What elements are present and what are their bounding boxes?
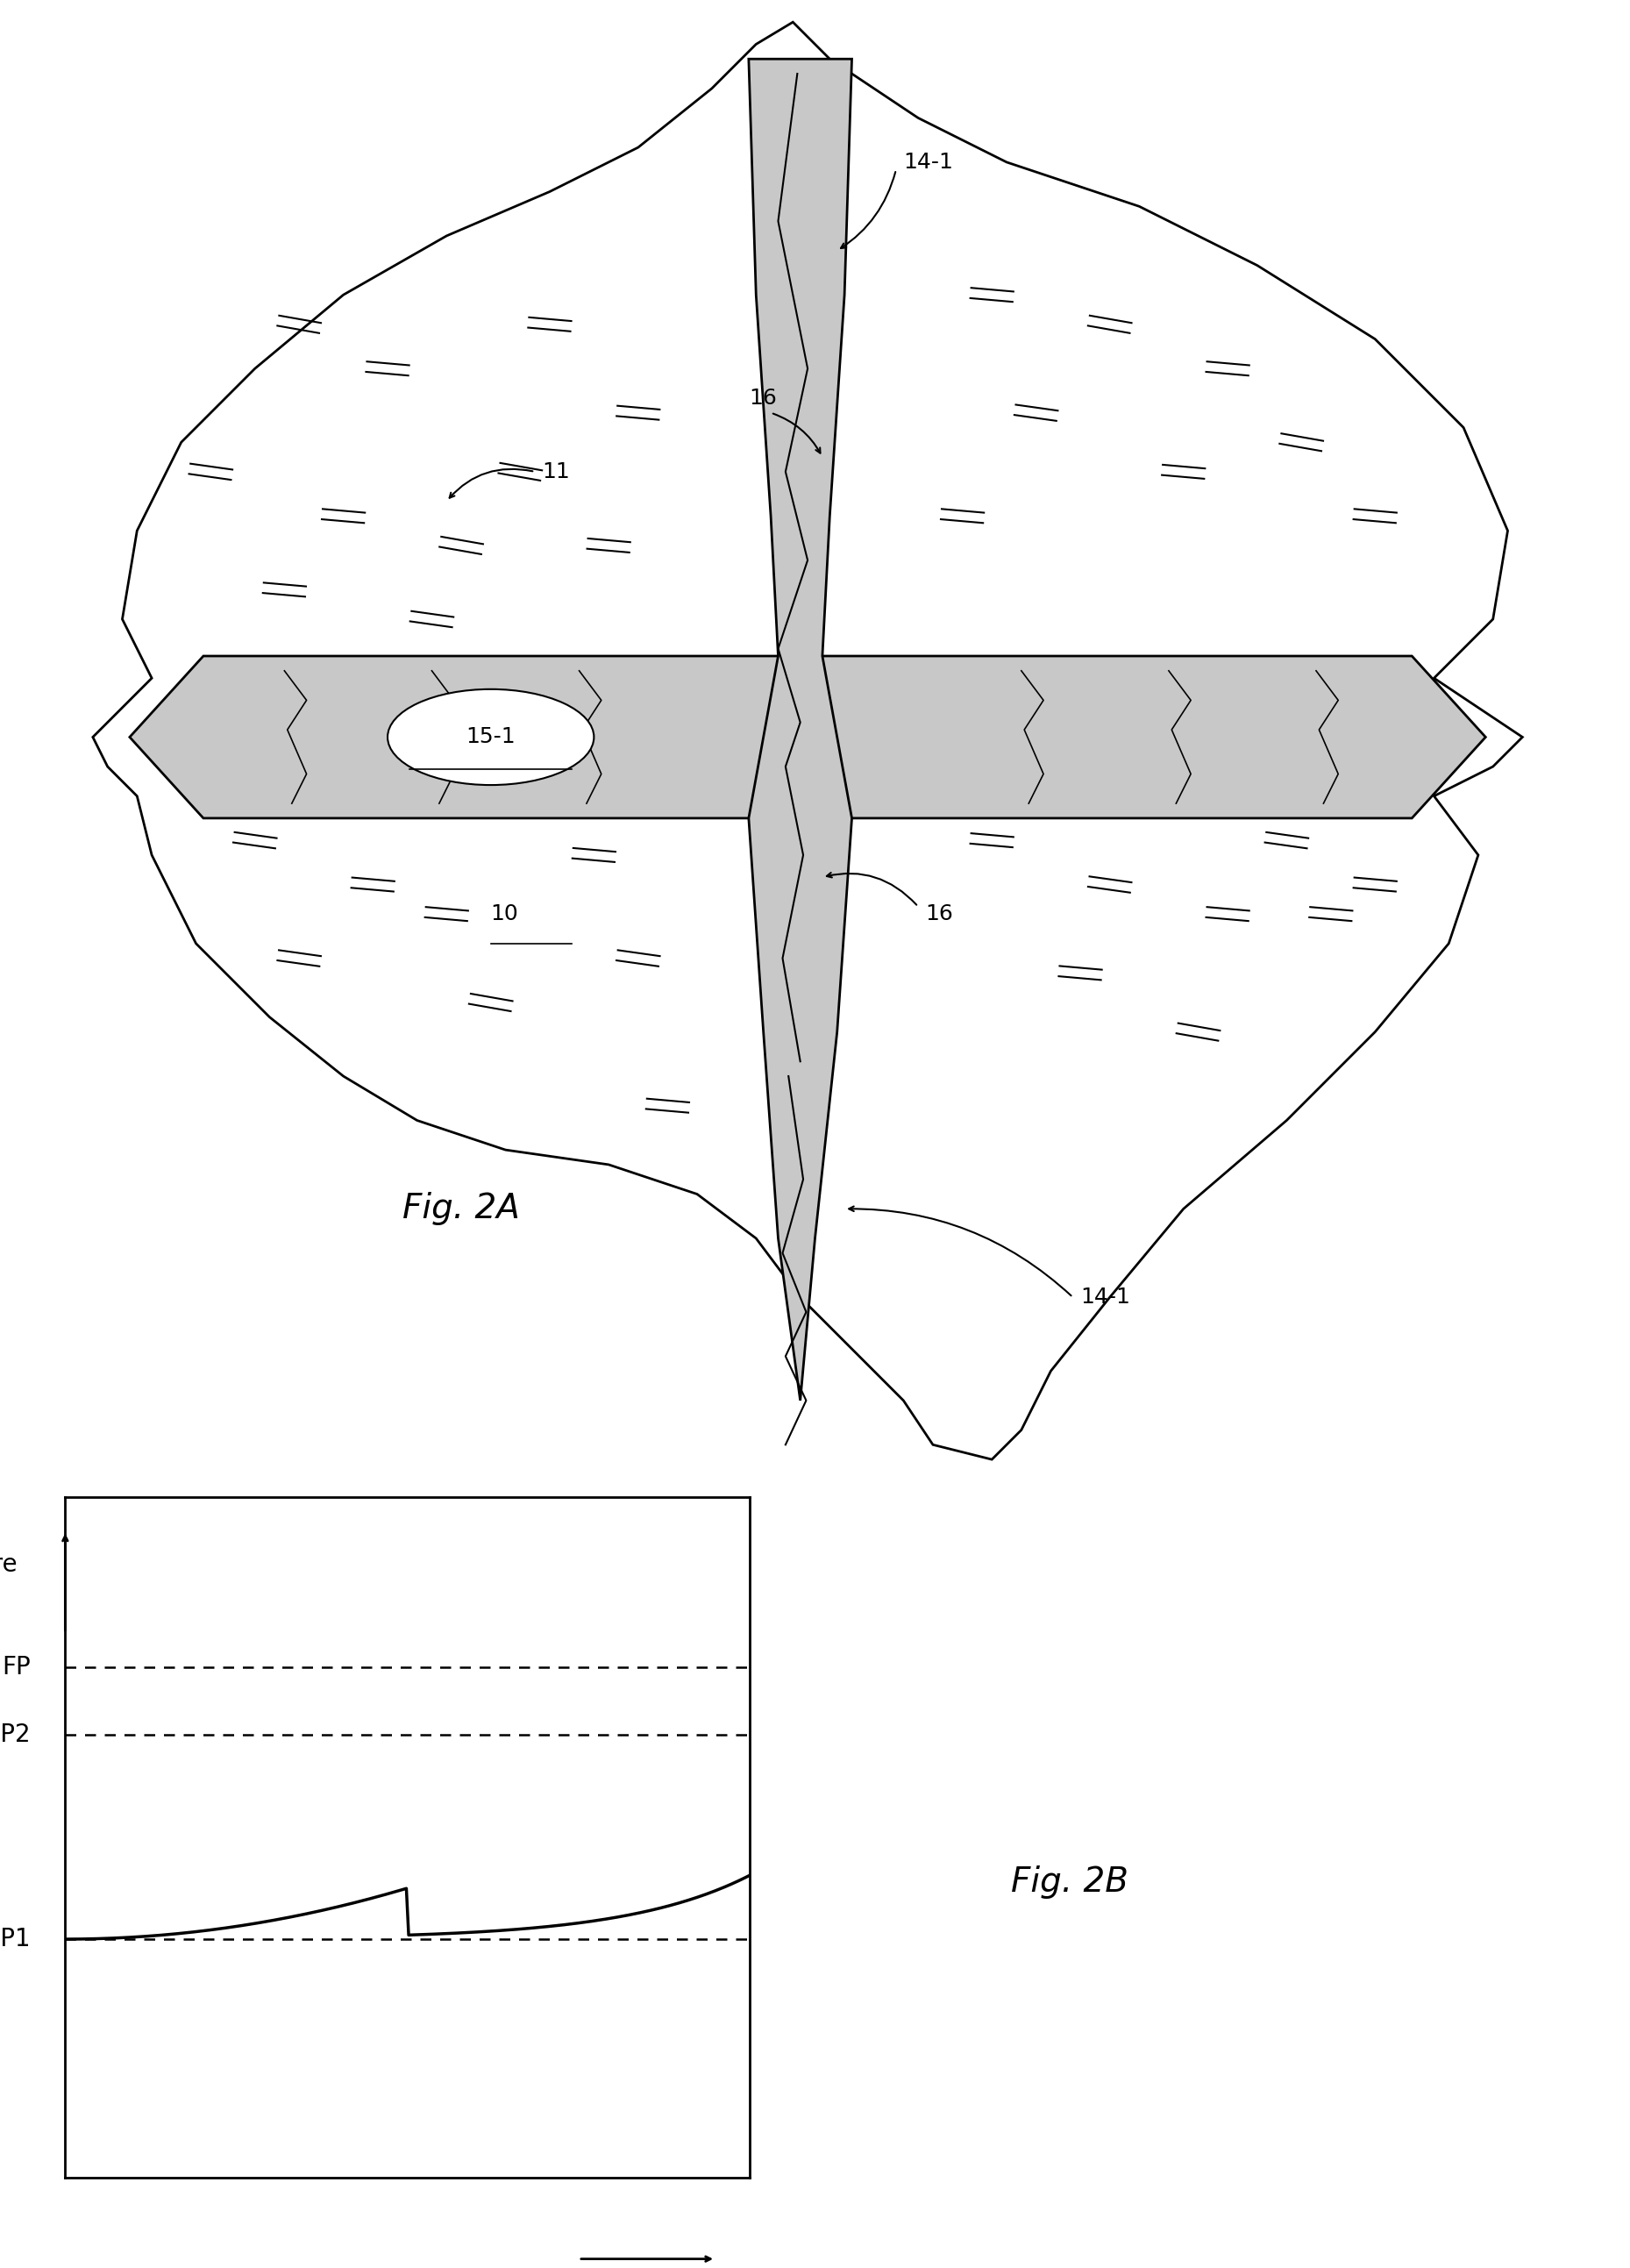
Text: 15-1: 15-1 bbox=[466, 726, 515, 748]
Text: 14-1: 14-1 bbox=[1081, 1286, 1130, 1309]
Text: Fig. 2A: Fig. 2A bbox=[403, 1193, 520, 1225]
Polygon shape bbox=[748, 59, 852, 1399]
Polygon shape bbox=[130, 655, 1485, 819]
Text: Pressure: Pressure bbox=[0, 1554, 18, 1576]
Text: Fig. 2B: Fig. 2B bbox=[1011, 1867, 1128, 1898]
Text: 10: 10 bbox=[491, 903, 518, 925]
Text: 16: 16 bbox=[748, 388, 776, 408]
Text: 16: 16 bbox=[926, 903, 954, 925]
Text: IP2: IP2 bbox=[0, 1724, 31, 1746]
Text: FP: FP bbox=[2, 1656, 31, 1678]
Text: IP1: IP1 bbox=[0, 1928, 31, 1950]
Text: 14-1: 14-1 bbox=[903, 152, 954, 172]
Text: 11: 11 bbox=[543, 460, 570, 483]
Ellipse shape bbox=[388, 689, 593, 785]
